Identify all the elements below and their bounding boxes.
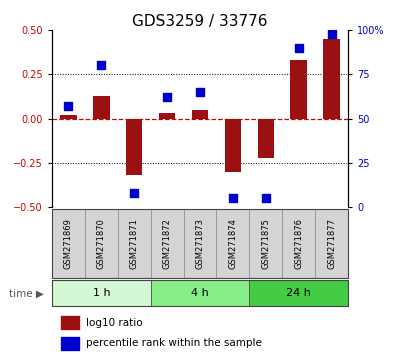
Text: GSM271877: GSM271877 [327,218,336,269]
Bar [192,110,208,119]
Bar [52,209,85,278]
Text: 4 h: 4 h [191,289,209,298]
Bar [61,337,79,350]
Bar [126,119,142,175]
Bar [249,280,348,306]
Bar [151,209,184,278]
Bar [85,209,118,278]
Bar [93,96,110,119]
Text: percentile rank within the sample: percentile rank within the sample [86,338,262,348]
Point [65,103,72,109]
Text: GSM271873: GSM271873 [196,218,204,269]
Bar [323,39,340,119]
Bar [151,280,249,306]
Text: GSM271870: GSM271870 [97,218,106,269]
Bar [290,60,307,119]
Bar [118,209,151,278]
Text: GSM271875: GSM271875 [261,218,270,269]
Point [230,195,236,201]
Bar [249,209,282,278]
Point [197,89,203,95]
Point [262,195,269,201]
Text: GSM271871: GSM271871 [130,218,139,269]
Text: GSM271869: GSM271869 [64,218,73,269]
Text: time ▶: time ▶ [9,289,44,298]
Point [328,31,335,36]
Text: 24 h: 24 h [286,289,311,298]
Bar [61,316,79,329]
Bar [52,280,151,306]
Point [131,190,138,196]
Bar [225,119,241,172]
Bar [282,209,315,278]
Bar [184,209,216,278]
Bar [159,113,175,119]
Text: GSM271872: GSM271872 [163,218,172,269]
Text: log10 ratio: log10 ratio [86,318,143,327]
Bar [258,119,274,158]
Title: GDS3259 / 33776: GDS3259 / 33776 [132,14,268,29]
Text: GSM271876: GSM271876 [294,218,303,269]
Point [98,63,104,68]
Text: GSM271874: GSM271874 [228,218,237,269]
Bar [315,209,348,278]
Point [164,95,170,100]
Point [296,45,302,51]
Text: 1 h: 1 h [92,289,110,298]
Bar [60,115,77,119]
Bar [216,209,249,278]
